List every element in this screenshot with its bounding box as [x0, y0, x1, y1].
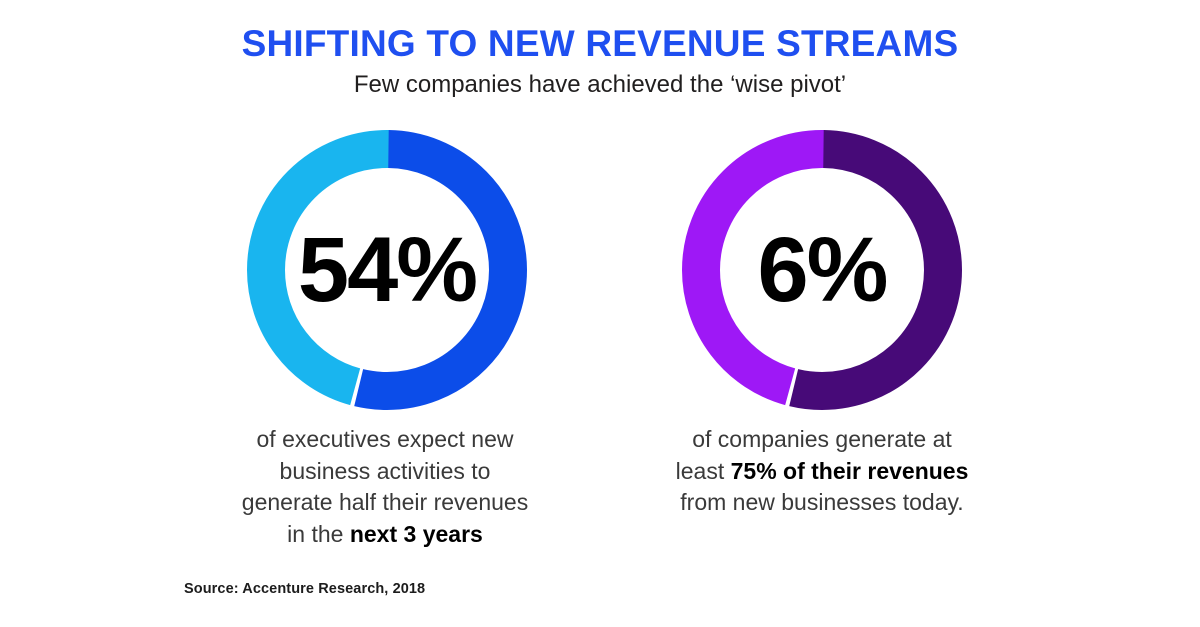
caption-executives: of executives expect new business activi… [185, 424, 585, 550]
caption-line: in the [287, 520, 350, 547]
donut-segment-primary [247, 130, 527, 410]
donut-chart-executives: 54% [242, 125, 532, 415]
donut-chart-companies: 6% [677, 125, 967, 415]
donut-segment-primary [682, 130, 962, 410]
caption-emphasis: next 3 years [349, 520, 483, 547]
page-title: SHIFTING TO NEW REVENUE STREAMS [241, 23, 959, 64]
header: SHIFTING TO NEW REVENUE STREAMS Few comp… [0, 24, 1200, 100]
donut-chart-executives-svg [247, 130, 527, 410]
caption-companies: of companies generate at least 75% of th… [622, 424, 1022, 519]
charts-row: 54% 6% [0, 112, 1200, 432]
donut-segment-secondary [682, 130, 962, 410]
caption-emphasis: 75% of their revenues [730, 457, 969, 484]
caption-line: of executives expect new [256, 426, 514, 452]
caption-line: business activities to [279, 457, 491, 484]
caption-line: least [675, 457, 731, 484]
caption-line: of companies generate at [692, 426, 952, 452]
donut-chart-companies-svg [682, 130, 962, 410]
caption-line: generate half their revenues [241, 489, 529, 515]
page-subtitle: Few companies have achieved the ‘wise pi… [353, 70, 847, 98]
donut-segment-secondary [247, 130, 527, 410]
caption-line: from new businesses today. [680, 489, 964, 515]
captions-row: of executives expect new business activi… [0, 424, 1200, 564]
source-note: Source: Accenture Research, 2018 [184, 581, 426, 597]
